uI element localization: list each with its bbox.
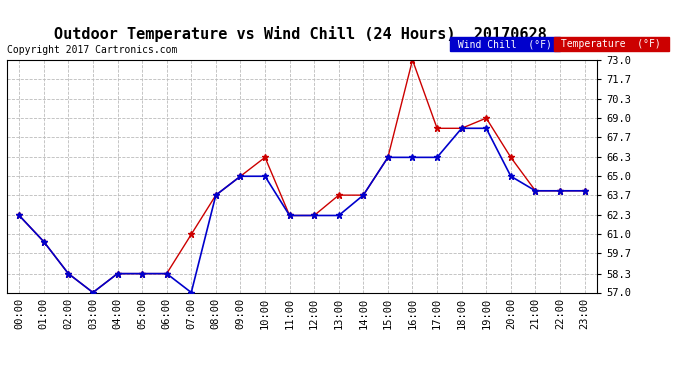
Text: Wind Chill  (°F): Wind Chill (°F) xyxy=(452,39,558,50)
Text: Copyright 2017 Cartronics.com: Copyright 2017 Cartronics.com xyxy=(7,45,177,55)
Text: Outdoor Temperature vs Wind Chill (24 Hours)  20170628: Outdoor Temperature vs Wind Chill (24 Ho… xyxy=(54,26,546,42)
Text: Temperature  (°F): Temperature (°F) xyxy=(555,39,667,50)
